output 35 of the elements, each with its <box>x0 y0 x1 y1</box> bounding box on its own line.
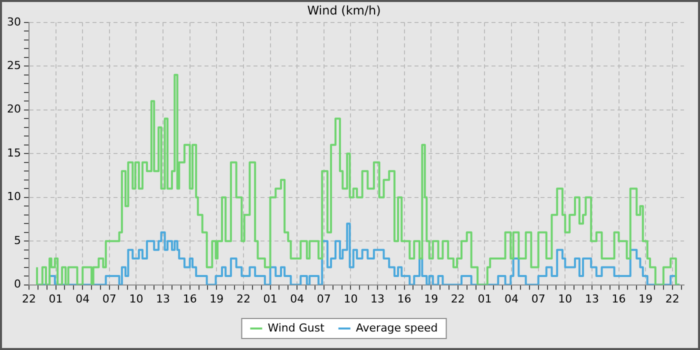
x-tick-label: 22 <box>665 292 680 306</box>
x-tick-label: 13 <box>156 292 170 306</box>
x-tick-label: 04 <box>76 292 90 306</box>
x-tick-label: 13 <box>370 292 384 306</box>
x-tick-label: 22 <box>236 292 250 306</box>
x-tick-label: 19 <box>424 292 438 306</box>
y-tick-label: 5 <box>14 234 21 247</box>
legend-label: Wind Gust <box>268 321 326 334</box>
x-tick-label: 04 <box>504 292 519 306</box>
chart-title: Wind (km/h) <box>307 3 381 18</box>
x-tick-label: 01 <box>263 292 278 306</box>
y-tick-label: 25 <box>6 58 21 72</box>
x-tick-label: 16 <box>397 292 412 306</box>
y-tick-label: 15 <box>6 146 21 160</box>
x-tick-label: 13 <box>584 292 599 306</box>
y-tick-label: 10 <box>6 190 21 204</box>
x-tick-label: 16 <box>182 292 197 306</box>
x-tick-label: 07 <box>531 292 546 306</box>
legend-label: Average speed <box>356 321 438 334</box>
x-tick-label: 07 <box>102 292 116 306</box>
x-tick-label: 10 <box>344 292 358 306</box>
x-tick-label: 19 <box>638 292 653 306</box>
x-tick-label: 07 <box>316 292 331 306</box>
x-tick-label: 10 <box>558 292 572 306</box>
x-tick-label: 22 <box>22 292 36 306</box>
x-tick-label: 16 <box>612 292 626 306</box>
x-tick-label: 22 <box>450 292 465 306</box>
y-tick-label: 20 <box>6 102 21 116</box>
x-tick-label: 04 <box>290 292 304 306</box>
y-tick-label: 30 <box>6 15 21 28</box>
x-tick-label: 01 <box>478 292 492 306</box>
x-tick-label: 01 <box>48 292 63 306</box>
x-tick-label: 19 <box>210 292 224 306</box>
x-tick-label: 10 <box>129 292 144 306</box>
y-tick-label: 0 <box>14 278 21 291</box>
